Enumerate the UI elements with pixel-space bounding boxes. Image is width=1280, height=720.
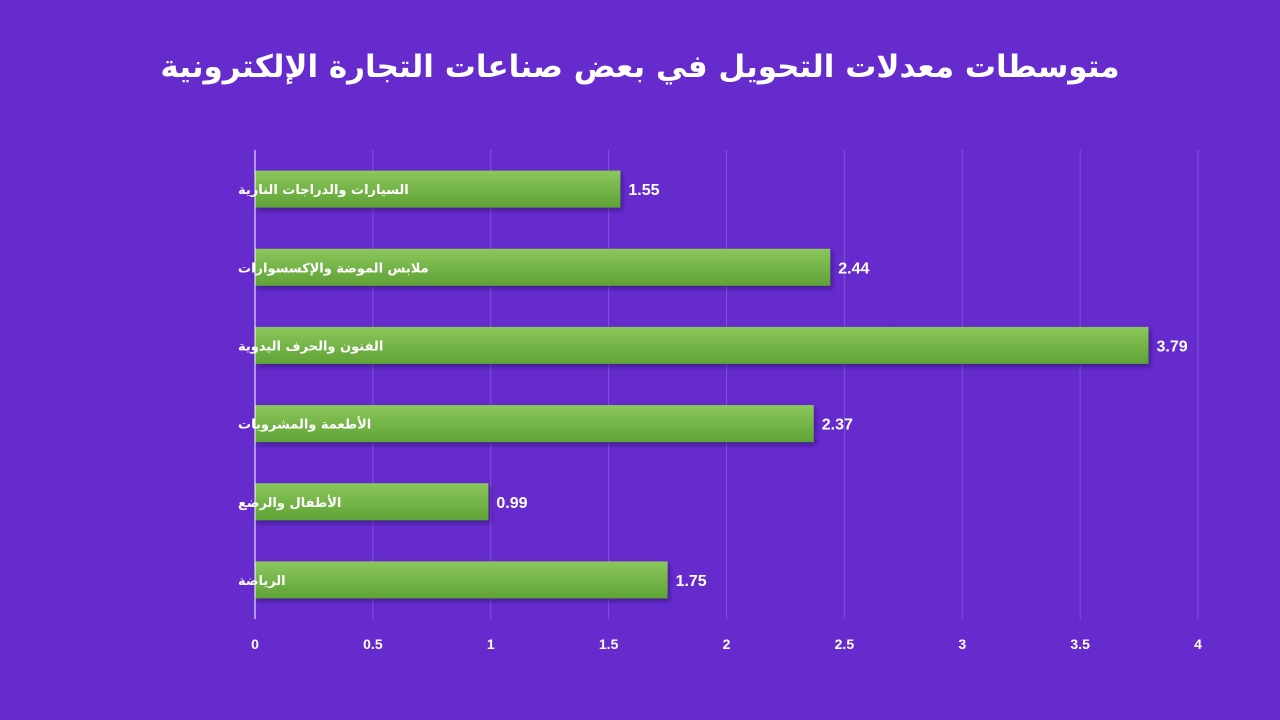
data-label: 1.55 [628, 182, 659, 199]
chart-title: متوسطات معدلات التحويل في بعض صناعات الت… [160, 49, 1120, 85]
x-tick-label: 2.5 [835, 636, 855, 652]
x-tick-label: 2 [723, 636, 731, 652]
category-label: السيارات والدراجات النارية [238, 183, 409, 198]
data-label: 2.44 [838, 260, 869, 277]
data-label: 2.37 [822, 417, 853, 434]
x-tick-label: 0.5 [363, 636, 383, 652]
category-label: ملابس الموضة والإكسسوارات [238, 261, 429, 276]
data-label: 0.99 [496, 495, 527, 512]
x-tick-label: 3 [958, 636, 966, 652]
bar [255, 170, 621, 208]
bar [255, 483, 489, 521]
category-label: الأطعمة والمشروبات [238, 416, 371, 433]
bar [255, 248, 831, 286]
labels: 0 0.5 1 1.5 2 2.5 3 3.5 4 السيارات والدراجات النا… [238, 182, 1202, 652]
gridlines [372, 150, 1199, 619]
bar [255, 561, 668, 599]
x-tick-label: 4 [1194, 636, 1202, 652]
category-label: الرياضة [238, 574, 286, 589]
x-tick-label: 1 [487, 636, 495, 652]
data-label: 3.79 [1156, 338, 1187, 355]
bar [255, 405, 814, 443]
bars [255, 170, 1149, 599]
bar [255, 326, 1149, 364]
category-label: الفنون والحرف اليدوية [238, 339, 383, 354]
data-label: 1.75 [676, 573, 707, 590]
x-tick-label: 1.5 [599, 636, 619, 652]
x-tick-label: 0 [251, 636, 259, 652]
category-label: الأطفال والرضع [238, 494, 341, 511]
x-tick-label: 3.5 [1070, 636, 1090, 652]
